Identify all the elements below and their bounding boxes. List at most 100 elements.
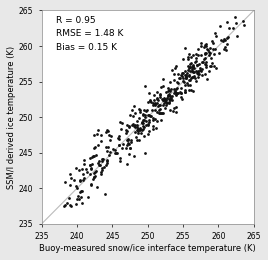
- Point: [199, 68, 204, 73]
- Point: [125, 129, 130, 133]
- Point: [141, 127, 145, 131]
- Point: [187, 74, 191, 78]
- Point: [98, 163, 102, 167]
- Point: [203, 62, 207, 66]
- Point: [211, 41, 215, 45]
- Point: [172, 90, 176, 95]
- Point: [80, 189, 84, 193]
- Point: [157, 110, 161, 115]
- Point: [102, 165, 106, 170]
- Point: [170, 68, 174, 72]
- Point: [107, 133, 111, 137]
- Point: [68, 183, 72, 187]
- Point: [125, 162, 129, 166]
- Point: [151, 100, 155, 105]
- Point: [158, 118, 163, 122]
- Point: [198, 68, 203, 72]
- Point: [113, 151, 117, 155]
- Point: [159, 110, 164, 115]
- Point: [225, 42, 229, 46]
- Point: [196, 69, 200, 73]
- Point: [204, 51, 209, 56]
- Point: [88, 183, 93, 187]
- Point: [97, 163, 101, 167]
- Point: [138, 127, 142, 132]
- Point: [81, 172, 85, 176]
- Point: [151, 116, 155, 120]
- Point: [135, 138, 140, 142]
- Point: [231, 26, 235, 30]
- Point: [136, 131, 140, 135]
- Point: [200, 73, 205, 77]
- Point: [142, 118, 147, 122]
- Point: [156, 105, 160, 109]
- Point: [100, 157, 105, 161]
- Point: [93, 145, 97, 149]
- Point: [145, 108, 150, 112]
- Point: [106, 145, 110, 149]
- Point: [179, 95, 183, 99]
- Point: [136, 127, 140, 131]
- Point: [152, 101, 157, 106]
- Point: [92, 154, 96, 158]
- Point: [115, 151, 119, 155]
- Point: [152, 98, 157, 102]
- Point: [150, 108, 154, 112]
- Point: [146, 100, 150, 105]
- Point: [72, 178, 76, 182]
- Point: [68, 203, 72, 207]
- Point: [241, 23, 246, 27]
- Point: [190, 69, 195, 73]
- Point: [125, 137, 130, 141]
- Point: [92, 175, 96, 179]
- Point: [125, 138, 129, 142]
- Point: [99, 139, 103, 143]
- Point: [186, 68, 190, 72]
- Point: [183, 73, 187, 77]
- Point: [174, 90, 179, 95]
- Point: [173, 89, 177, 93]
- Point: [136, 128, 140, 132]
- Point: [130, 123, 134, 127]
- Point: [174, 93, 178, 97]
- Point: [131, 122, 135, 127]
- Point: [173, 92, 178, 96]
- Point: [155, 96, 159, 101]
- Point: [161, 98, 165, 102]
- Point: [208, 50, 212, 55]
- Point: [119, 126, 124, 131]
- Point: [176, 91, 181, 95]
- Point: [192, 76, 197, 80]
- Point: [203, 51, 207, 55]
- Point: [164, 100, 168, 104]
- Point: [146, 113, 151, 117]
- Point: [143, 115, 147, 119]
- Point: [189, 61, 193, 66]
- Point: [89, 162, 94, 166]
- Point: [99, 133, 103, 137]
- Point: [105, 128, 110, 132]
- Point: [177, 76, 181, 80]
- Point: [117, 143, 121, 147]
- Point: [172, 87, 176, 91]
- Point: [132, 111, 137, 115]
- Point: [146, 122, 150, 126]
- Point: [182, 80, 187, 84]
- Point: [132, 125, 137, 129]
- Point: [92, 133, 96, 137]
- Point: [188, 65, 192, 69]
- Point: [62, 204, 67, 208]
- Point: [181, 79, 185, 83]
- Point: [90, 154, 95, 158]
- Point: [219, 37, 224, 42]
- Point: [98, 172, 103, 176]
- Point: [198, 66, 202, 70]
- Point: [199, 41, 203, 45]
- Point: [141, 112, 145, 116]
- Point: [208, 46, 213, 50]
- Point: [190, 69, 194, 74]
- Point: [208, 64, 213, 68]
- Point: [179, 92, 184, 96]
- Point: [141, 118, 146, 122]
- Point: [174, 90, 178, 95]
